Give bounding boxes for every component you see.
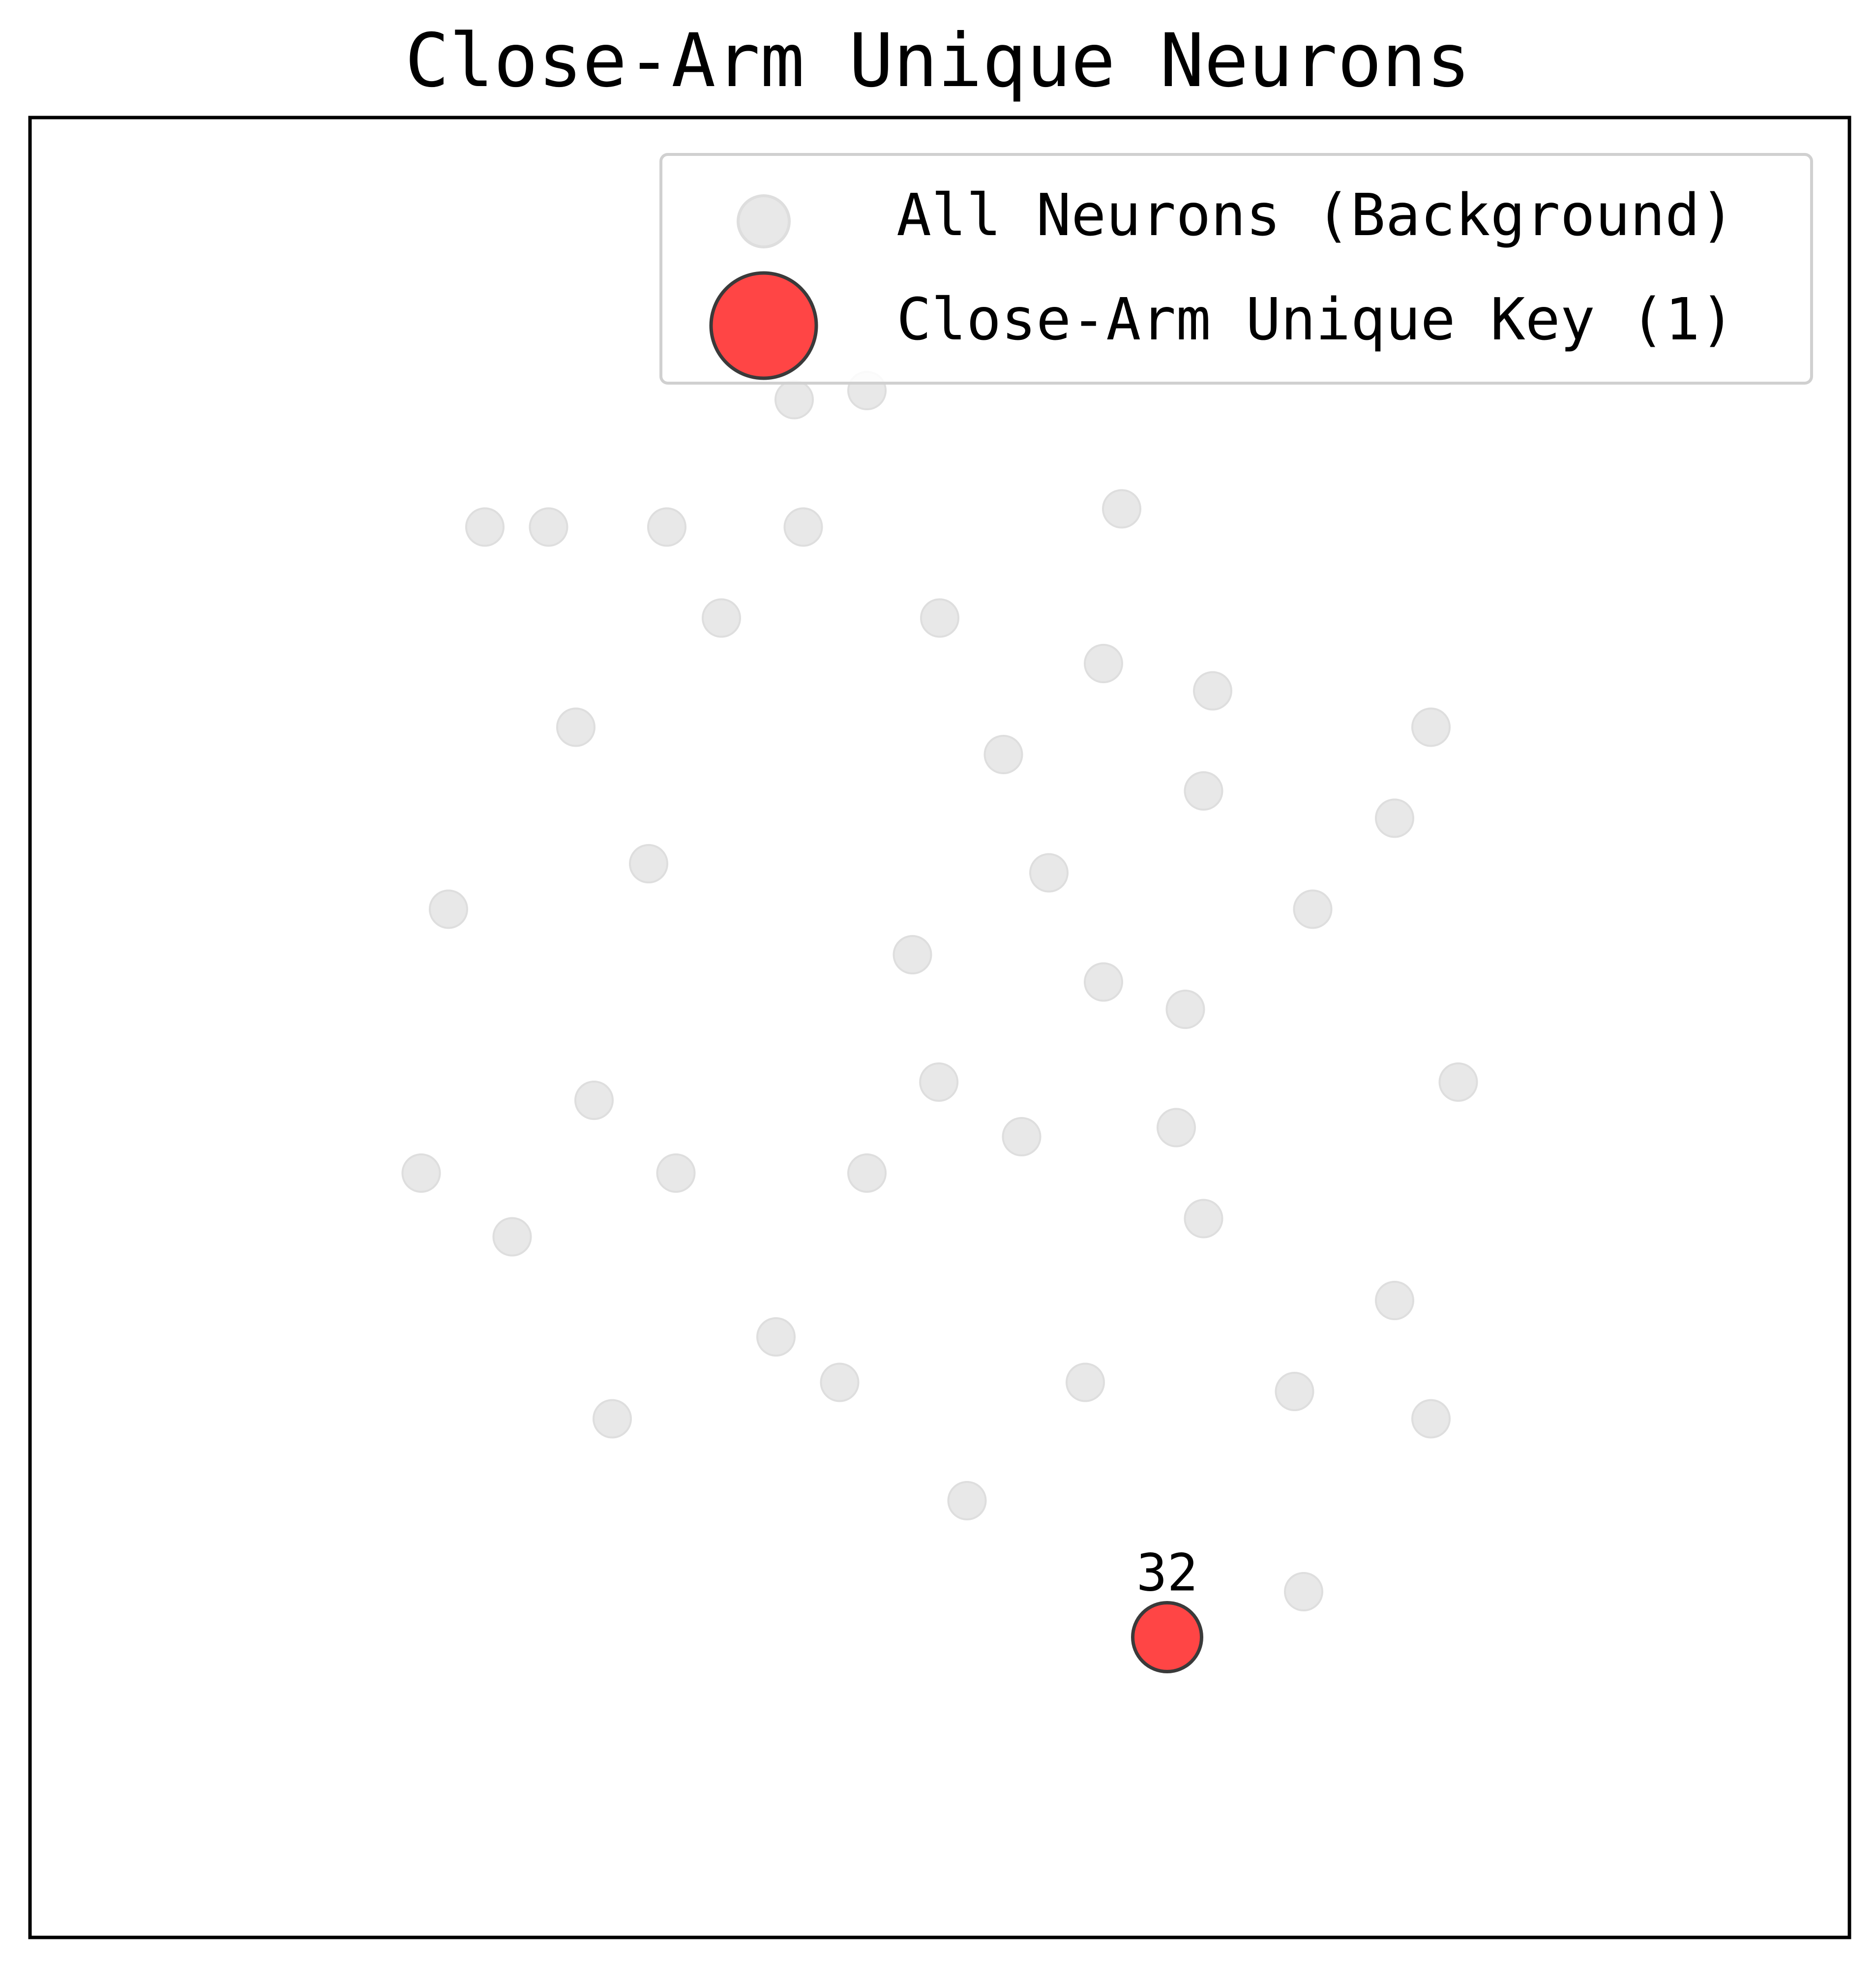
background-neuron-point xyxy=(983,735,1023,774)
background-neuron-point xyxy=(1375,798,1414,838)
background-neuron-point xyxy=(593,1399,632,1439)
background-neuron-point xyxy=(1411,707,1451,747)
background-neuron-point xyxy=(783,507,823,547)
background-neuron-point xyxy=(774,380,814,420)
highlight-neuron-point xyxy=(1131,1601,1203,1673)
background-neuron-point xyxy=(1084,962,1123,1002)
background-neuron-point xyxy=(919,1062,959,1102)
background-points-layer xyxy=(401,371,1478,1611)
background-neuron-point xyxy=(629,844,668,883)
background-neuron-point xyxy=(492,1217,532,1257)
point-labels-layer: 32 xyxy=(1136,1543,1198,1603)
background-neuron-point xyxy=(401,1153,441,1193)
background-neuron-point xyxy=(1411,1399,1451,1439)
background-neuron-point xyxy=(847,1153,887,1193)
background-neuron-point xyxy=(1184,1199,1223,1239)
background-neuron-point xyxy=(756,1317,796,1357)
background-neuron-point xyxy=(893,935,932,974)
legend-marker-highlight xyxy=(709,271,818,380)
background-neuron-point xyxy=(947,1481,987,1520)
background-neuron-point xyxy=(1293,889,1333,929)
chart-title: Close-Arm Unique Neurons xyxy=(405,18,1470,104)
background-neuron-point xyxy=(1438,1062,1478,1102)
legend-label-highlight: Close-Arm Unique Key (1) xyxy=(896,285,1735,353)
plot-area-frame xyxy=(28,116,1851,1939)
legend: All Neurons (Background) Close-Arm Uniqu… xyxy=(659,153,1813,385)
legend-label-background: All Neurons (Background) xyxy=(896,181,1735,249)
background-neuron-point xyxy=(920,598,959,638)
neuron-id-label: 32 xyxy=(1136,1543,1198,1603)
background-neuron-point xyxy=(656,1153,696,1193)
background-neuron-point xyxy=(556,707,596,747)
background-neuron-point xyxy=(1165,990,1205,1029)
legend-box xyxy=(659,153,1813,385)
background-neuron-point xyxy=(1275,1372,1314,1411)
highlight-points-layer xyxy=(1131,1601,1203,1673)
background-neuron-point xyxy=(529,507,568,547)
background-neuron-point xyxy=(1084,644,1123,683)
background-neuron-point xyxy=(574,1081,614,1120)
background-neuron-point xyxy=(820,1362,860,1402)
background-neuron-point xyxy=(1102,489,1141,529)
background-neuron-point xyxy=(429,889,468,929)
background-neuron-point xyxy=(647,507,686,547)
background-neuron-point xyxy=(1184,771,1223,811)
background-neuron-point xyxy=(465,507,505,547)
background-neuron-point xyxy=(1193,671,1232,711)
background-neuron-point xyxy=(1029,853,1069,893)
background-neuron-point xyxy=(1284,1572,1323,1611)
background-neuron-point xyxy=(702,598,741,638)
background-neuron-point xyxy=(1157,1108,1196,1148)
background-neuron-point xyxy=(1066,1362,1105,1402)
background-neuron-point xyxy=(1375,1281,1414,1320)
background-neuron-point xyxy=(1002,1117,1042,1156)
legend-marker-background xyxy=(737,194,791,248)
